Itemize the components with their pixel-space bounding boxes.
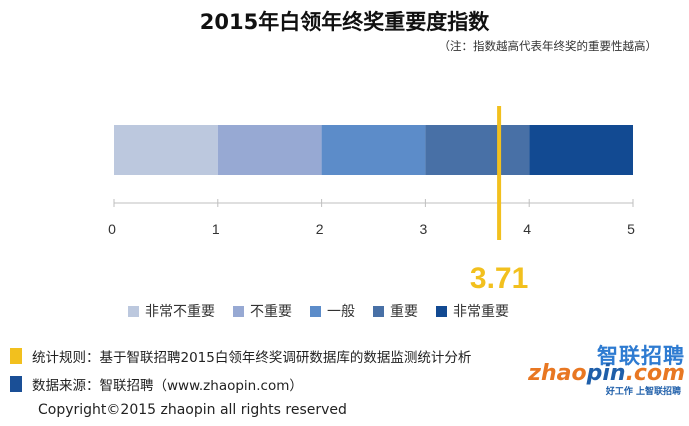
legend-item-1: 非常不重要 — [128, 301, 215, 321]
logo-en-part1: zhao — [528, 361, 587, 386]
bar-segment-1 — [114, 125, 218, 175]
x-tick-label: 5 — [627, 221, 635, 237]
legend-item-4: 重要 — [373, 301, 418, 321]
x-tick-label: 4 — [523, 221, 531, 237]
legend-item-2: 不重要 — [233, 301, 292, 321]
bar-segment-2 — [217, 125, 322, 175]
note-source-marker — [10, 376, 22, 392]
bar-segments — [114, 125, 633, 175]
legend-swatch — [128, 305, 139, 317]
logo-en-part3: .com — [625, 361, 685, 386]
note-rule-text: 统计规则：基于智联招聘2015白领年终奖调研数据库的数据监测统计分析 — [32, 350, 472, 366]
chart: 0 1 2 3 4 5 3.71 — [108, 106, 635, 295]
logo-name-en: zhaopin.com — [528, 361, 685, 386]
legend-swatch — [310, 305, 321, 317]
legend-swatch — [373, 305, 384, 317]
zhaopin-logo: 智联招聘 zhaopin.com 好工作 上智联招聘 — [528, 340, 685, 397]
legend-label: 不重要 — [250, 304, 292, 320]
note-rule-marker — [10, 348, 22, 364]
legend-label: 重要 — [390, 304, 418, 320]
legend-swatch — [233, 305, 244, 317]
x-tick-label: 3 — [420, 221, 428, 237]
note-source: 数据来源：智联招聘（www.zhaopin.com） — [10, 374, 303, 394]
copyright: Copyright©2015 zhaopin all rights reserv… — [38, 402, 347, 418]
legend-item-5: 非常重要 — [436, 301, 509, 321]
bar-segment-3 — [321, 125, 426, 175]
logo-slogan: 好工作 上智联招聘 — [605, 387, 681, 397]
x-axis-ticks: 0 1 2 3 4 5 — [108, 199, 635, 237]
legend-item-3: 一般 — [310, 301, 355, 321]
x-tick-label: 2 — [316, 221, 324, 237]
bar-segment-4 — [425, 125, 530, 175]
note-source-text: 数据来源：智联招聘（www.zhaopin.com） — [32, 378, 303, 394]
legend-swatch — [436, 305, 447, 317]
legend: 非常不重要 不重要 一般 重要 非常重要 — [128, 301, 527, 321]
legend-label: 非常重要 — [453, 304, 509, 320]
note-rule: 统计规则：基于智联招聘2015白领年终奖调研数据库的数据监测统计分析 — [10, 346, 471, 366]
logo-name-cn: 智联招聘 — [597, 344, 685, 368]
x-tick-label: 0 — [108, 221, 116, 237]
bar-segment-5 — [529, 125, 633, 175]
chart-title: 2015年白领年终奖重要度指数 — [199, 10, 490, 34]
legend-label: 非常不重要 — [145, 304, 215, 320]
chart-subtitle: （注：指数越高代表年终奖的重要性越高） — [438, 39, 658, 53]
logo-en-part2: pin — [586, 361, 626, 386]
legend-label: 一般 — [327, 304, 355, 320]
value-marker-label: 3.71 — [470, 262, 528, 295]
x-tick-label: 1 — [212, 221, 220, 237]
